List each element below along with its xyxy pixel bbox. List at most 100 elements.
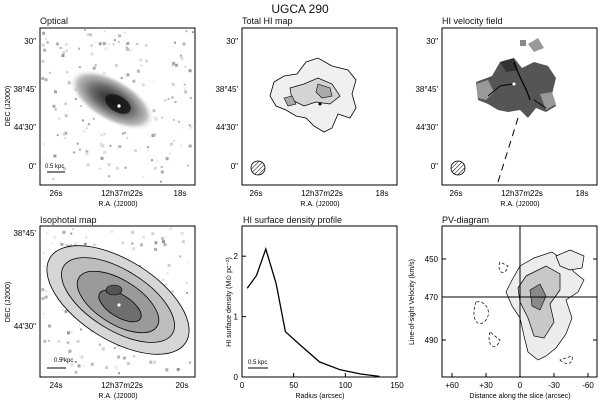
- noise-pixel: [64, 137, 67, 140]
- noise-pixel: [74, 97, 77, 100]
- y-label: DEC (J2000): [5, 86, 12, 126]
- noise-pixel: [72, 228, 75, 231]
- noise-pixel: [126, 73, 130, 77]
- noise-pixel: [154, 117, 158, 121]
- x-tick: 26s: [450, 189, 463, 198]
- noise-pixel: [160, 166, 163, 169]
- x-label: R.A. (J2000): [98, 393, 137, 400]
- noise-pixel: [58, 117, 61, 120]
- noise-pixel: [64, 114, 68, 118]
- noise-pixel: [48, 324, 52, 328]
- noise-pixel: [147, 149, 150, 152]
- x-tick: 26s: [250, 189, 263, 198]
- noise-pixel: [191, 31, 194, 34]
- noise-pixel: [80, 328, 83, 331]
- noise-pixel: [83, 242, 87, 246]
- noise-pixel: [45, 231, 49, 235]
- noise-pixel: [68, 351, 71, 354]
- noise-pixel: [174, 41, 177, 44]
- noise-pixel: [43, 265, 46, 268]
- noise-pixel: [139, 58, 143, 62]
- profile-points: [247, 248, 380, 377]
- noise-pixel: [88, 33, 92, 37]
- noise-pixel: [44, 295, 48, 299]
- optical-scalebar: 0.5 kpc: [45, 164, 64, 170]
- noise-pixel: [61, 357, 65, 361]
- noise-pixel: [98, 343, 101, 346]
- pv-panel: 450 470 490 +60 +30 0 -30 -60 Distance a…: [409, 225, 598, 400]
- x-tick-label: 100: [339, 381, 353, 390]
- profile-series-line: [246, 246, 380, 378]
- noise-pixel: [51, 242, 54, 245]
- noise-pixel: [82, 129, 86, 133]
- noise-pixel: [41, 157, 44, 160]
- noise-pixel: [115, 166, 119, 170]
- noise-pixel: [103, 30, 106, 33]
- noise-pixel: [131, 242, 134, 245]
- noise-pixel: [70, 363, 74, 367]
- beam-marker: [450, 160, 466, 176]
- noise-pixel: [78, 148, 81, 151]
- noise-pixel: [151, 232, 155, 236]
- y-tick: 0": [29, 162, 36, 171]
- x-label: R.A. (J2000): [98, 201, 137, 208]
- noise-pixel: [174, 101, 177, 104]
- noise-pixel: [185, 281, 188, 284]
- noise-pixel: [118, 40, 121, 43]
- noise-pixel: [133, 149, 137, 153]
- noise-pixel: [66, 71, 69, 74]
- y-tick: 38°45': [13, 85, 36, 94]
- noise-pixel: [150, 267, 153, 270]
- noise-pixel: [69, 330, 73, 334]
- noise-pixel: [131, 231, 135, 235]
- x-tick: 12h37m22s: [101, 189, 143, 198]
- noise-pixel: [164, 99, 167, 102]
- noise-pixel: [120, 77, 123, 80]
- noise-pixel: [62, 167, 66, 171]
- x-tick: -60: [582, 381, 594, 390]
- noise-pixel: [126, 362, 130, 366]
- y-tick: 0": [231, 162, 238, 171]
- noise-pixel: [117, 355, 121, 359]
- noise-pixel: [171, 96, 174, 99]
- noise-pixel: [110, 229, 114, 233]
- noise-pixel: [188, 69, 192, 73]
- noise-pixel: [112, 43, 115, 46]
- noise-pixel: [41, 76, 45, 80]
- noise-pixel: [154, 242, 157, 245]
- noise-pixel: [53, 90, 57, 94]
- noise-pixel: [76, 339, 80, 343]
- noise-pixel: [103, 150, 107, 154]
- velocity-field: [476, 58, 556, 118]
- noise-pixel: [189, 125, 193, 129]
- isophotal-scalebar: 0.5 kpc: [54, 358, 73, 364]
- noise-pixel: [171, 82, 175, 86]
- noise-pixel: [69, 243, 72, 246]
- noise-pixel: [125, 46, 128, 49]
- noise-pixel: [189, 97, 192, 100]
- noise-pixel: [43, 339, 47, 343]
- noise-pixel: [104, 47, 108, 51]
- noise-pixel: [133, 355, 136, 358]
- noise-pixel: [114, 63, 118, 67]
- noise-pixel: [173, 139, 176, 142]
- x-tick: +60: [445, 381, 459, 390]
- noise-pixel: [92, 66, 96, 70]
- velocity-panel: 30" 38°45' 44'30" 0" 26s 12h37m22s 18s R…: [415, 27, 598, 208]
- y-label: Line-of-sight Velocity (km/s): [409, 259, 416, 345]
- noise-pixel: [42, 143, 45, 146]
- y-tick: 38°45': [13, 229, 36, 238]
- profile-panel: 0 50 100 150 0 1 2 0.5 kpc Radius (arcsec) HI …: [226, 225, 404, 400]
- noise-pixel: [165, 157, 169, 161]
- isophotal-title: Isophotal map: [40, 215, 97, 225]
- noise-pixel: [149, 360, 153, 364]
- noise-pixel: [171, 290, 174, 293]
- noise-pixel: [41, 59, 45, 63]
- velocity-title: HI velocity field: [442, 16, 503, 26]
- y-tick: 30": [426, 37, 438, 46]
- noise-pixel: [64, 131, 68, 135]
- noise-pixel: [181, 240, 185, 244]
- noise-pixel: [187, 164, 190, 167]
- noise-pixel: [108, 175, 111, 178]
- noise-pixel: [53, 154, 57, 158]
